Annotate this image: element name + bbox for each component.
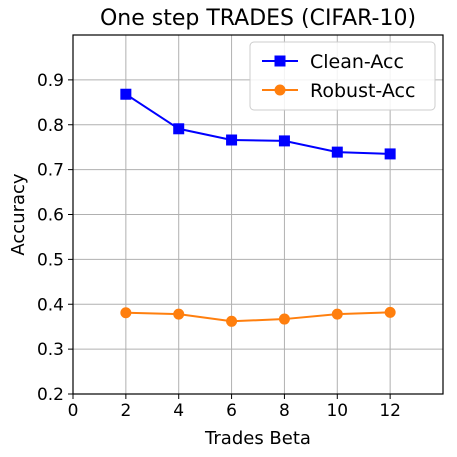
x-tick-label: 0	[68, 401, 79, 421]
y-tick-label: 0.4	[37, 295, 64, 315]
x-tick-label: 4	[173, 401, 184, 421]
robust-acc-point	[384, 306, 396, 318]
y-tick-label: 0.2	[37, 385, 64, 405]
clean-acc-point	[384, 148, 396, 160]
data-series	[120, 88, 396, 327]
x-tick-label: 10	[326, 401, 348, 421]
legend-clean-acc-label: Clean-Acc	[310, 51, 404, 73]
legend-robust-acc-label: Robust-Acc	[310, 80, 415, 102]
clean-acc-point	[278, 135, 290, 147]
x-tick-label: 6	[226, 401, 237, 421]
robust-acc-point	[278, 313, 290, 325]
x-tick-label: 2	[120, 401, 131, 421]
clean-acc-point	[331, 146, 343, 158]
robust-acc-point	[226, 315, 238, 327]
robust-acc-point	[120, 307, 132, 319]
robust-acc-point	[331, 308, 343, 320]
legend: Clean-Acc Robust-Acc	[249, 41, 436, 111]
x-tick-label: 8	[279, 401, 290, 421]
y-tick-label: 0.8	[37, 116, 64, 136]
clean-acc-point	[226, 134, 238, 146]
robust-acc-point	[173, 308, 185, 320]
y-tick-label: 0.6	[37, 206, 64, 226]
x-tick-label: 12	[379, 401, 401, 421]
y-tick-label: 0.9	[37, 71, 64, 91]
y-tick-label: 0.3	[37, 340, 64, 360]
clean-acc-line	[125, 93, 391, 155]
legend-clean-acc-marker	[274, 55, 286, 67]
y-axis-title: Accuracy	[8, 173, 29, 256]
y-tick-label: 0.5	[37, 250, 64, 270]
legend-box	[249, 41, 436, 111]
robust-acc-series	[120, 306, 396, 327]
plot-frame	[72, 34, 444, 395]
clean-acc-point	[120, 88, 132, 100]
robust-acc-line	[125, 311, 391, 323]
y-tick-label: 0.7	[37, 161, 64, 181]
chart-title: One step TRADES (CIFAR-10)	[100, 6, 416, 31]
clean-acc-point	[173, 123, 185, 135]
clean-acc-series	[120, 88, 396, 160]
axis-ticks: 0 2 4 6 8 10 12 0.2 0.3 0.4 0.5 0.6 0.7 0.8 0.9	[37, 71, 401, 421]
x-axis-title: Trades Beta	[204, 428, 311, 449]
legend-robust-acc-marker	[274, 84, 286, 96]
